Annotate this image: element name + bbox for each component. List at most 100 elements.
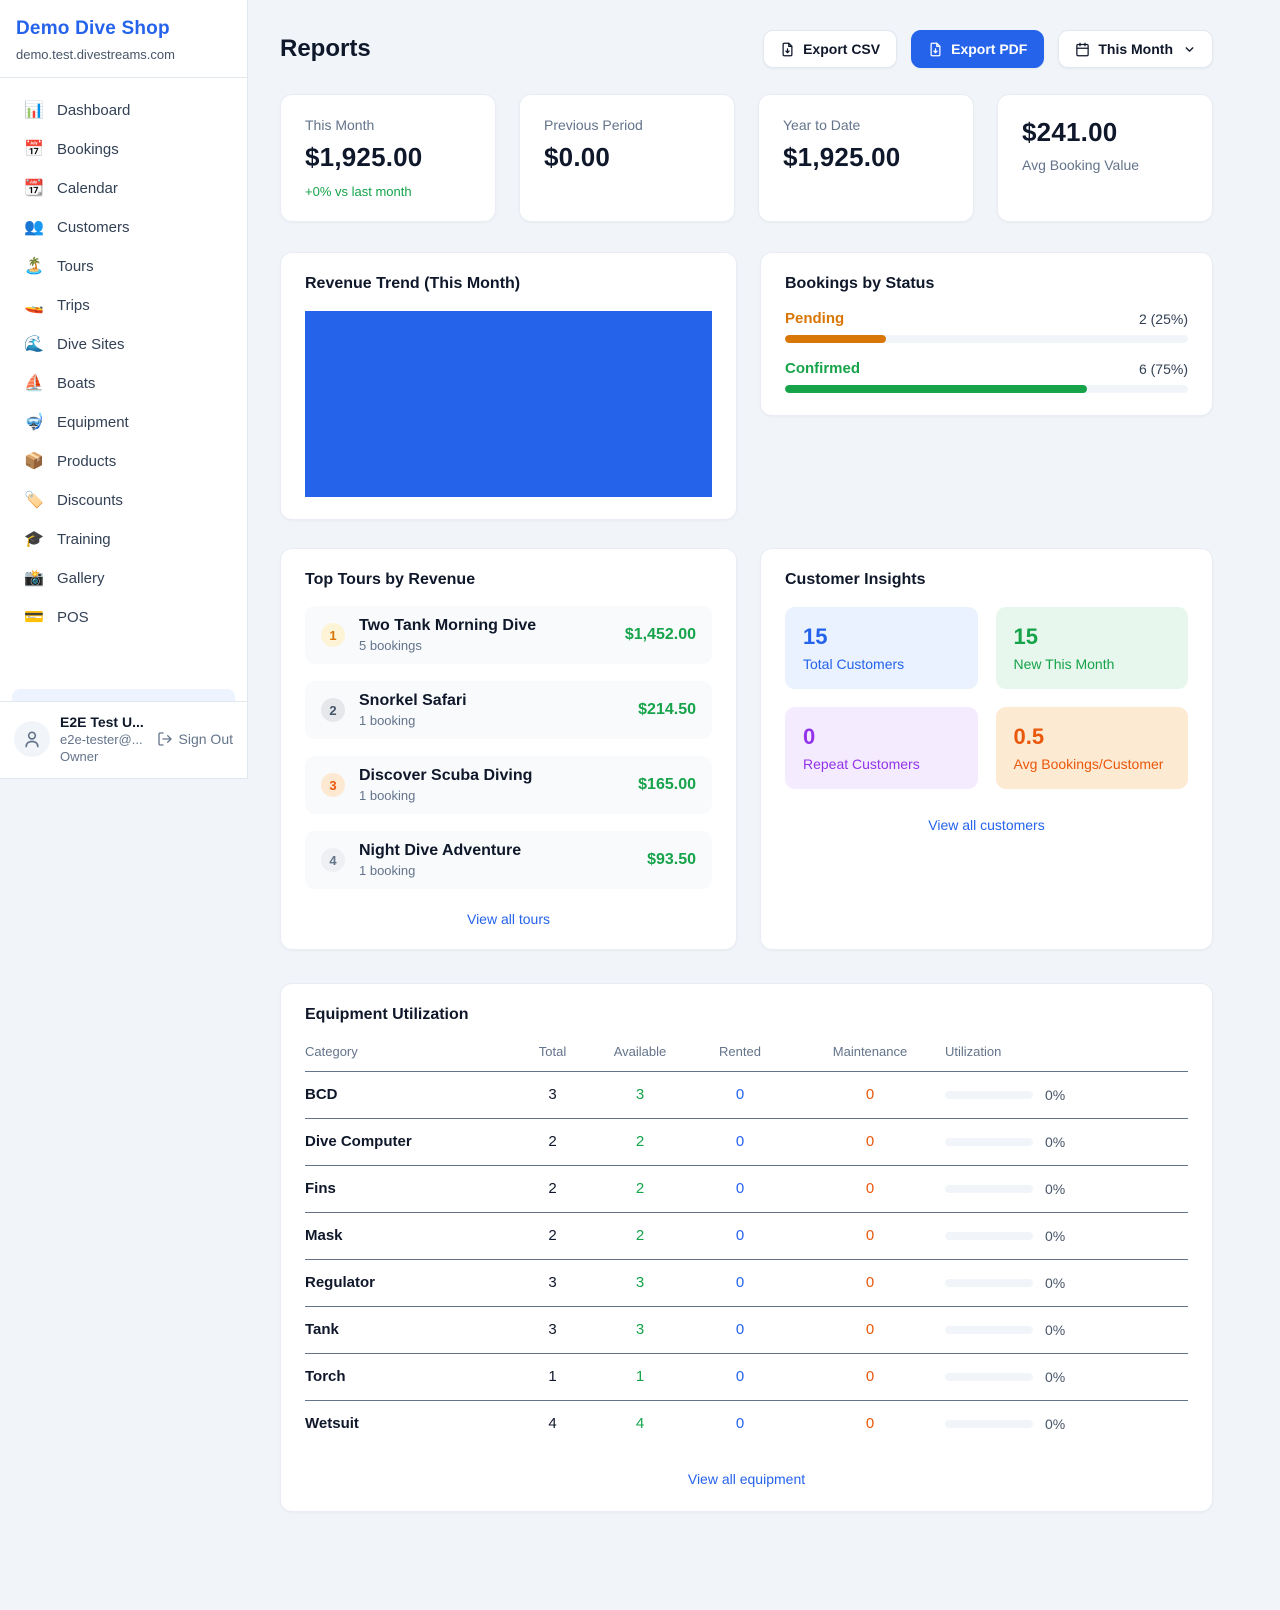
sidebar-item-pos[interactable]: 💳 POS bbox=[12, 599, 235, 636]
boats-icon: ⛵ bbox=[24, 374, 44, 392]
equipment-category: Torch bbox=[305, 1368, 346, 1385]
stat-delta: +0% vs last month bbox=[305, 184, 412, 199]
sidebar-item-products[interactable]: 📦 Products bbox=[12, 443, 235, 480]
equipment-maintenance: 0 bbox=[865, 1086, 875, 1103]
utilization-label: 0% bbox=[1045, 1368, 1066, 1385]
calendar-icon: 📆 bbox=[24, 179, 44, 197]
revenue-trend-bar bbox=[305, 311, 712, 497]
col-header-rented: Rented bbox=[719, 1044, 761, 1059]
equipment-rented: 0 bbox=[735, 1180, 745, 1197]
utilization-cell: 0% bbox=[945, 1275, 1188, 1291]
export-csv-button[interactable]: Export CSV bbox=[763, 30, 898, 68]
stat-value: $241.00 bbox=[1022, 117, 1118, 147]
col-header-total: Total bbox=[538, 1044, 567, 1059]
equipment-available: 2 bbox=[635, 1133, 645, 1150]
tour-name: Night Dive Adventure bbox=[359, 842, 522, 859]
tour-bookings: 1 booking bbox=[359, 863, 416, 878]
stat-label: Avg Booking Value bbox=[1022, 157, 1140, 173]
sidebar-item-dive-sites[interactable]: 🌊 Dive Sites bbox=[12, 326, 235, 363]
sidebar-item-calendar[interactable]: 📆 Calendar bbox=[12, 170, 235, 207]
user-name: E2E Test U... bbox=[60, 714, 144, 730]
tour-bookings: 1 booking bbox=[359, 713, 416, 728]
equipment-maintenance: 0 bbox=[865, 1274, 875, 1291]
user-icon bbox=[25, 731, 39, 748]
equipment-icon: 🤿 bbox=[24, 413, 44, 431]
lists-row: Top Tours by Revenue 1 Two Tank Morning … bbox=[280, 548, 1213, 950]
equipment-total: 2 bbox=[548, 1180, 557, 1197]
sidebar-item-trips[interactable]: 🚤 Trips bbox=[12, 287, 235, 324]
view-all-equipment-link[interactable]: View all equipment bbox=[687, 1471, 806, 1487]
equipment-rented: 0 bbox=[735, 1227, 745, 1244]
sidebar-item-label: Dive Sites bbox=[57, 336, 125, 353]
equipment-rented: 0 bbox=[735, 1415, 745, 1432]
revenue-trend-title: Revenue Trend (This Month) bbox=[305, 275, 521, 292]
insight-tile-avg-bookings: 0.5 Avg Bookings/Customer bbox=[995, 707, 1188, 789]
sidebar-item-equipment[interactable]: 🤿 Equipment bbox=[12, 404, 235, 441]
sidebar-item-bookings[interactable]: 📅 Bookings bbox=[12, 131, 235, 168]
insight-label: New This Month bbox=[1013, 656, 1115, 672]
insight-label: Total Customers bbox=[803, 656, 905, 672]
equipment-available: 3 bbox=[635, 1086, 645, 1103]
period-dropdown[interactable]: This Month bbox=[1058, 30, 1213, 68]
sidebar-item-label: Training bbox=[57, 531, 111, 548]
sidebar-item-tours[interactable]: 🏝️ Tours bbox=[12, 248, 235, 285]
bookings-by-status-title: Bookings by Status bbox=[785, 275, 935, 292]
sidebar-item-label: Gallery bbox=[57, 570, 105, 587]
col-header-category: Category bbox=[305, 1044, 358, 1059]
sidebar-item-label: Dashboard bbox=[57, 102, 131, 119]
sidebar-item-training[interactable]: 🎓 Training bbox=[12, 521, 235, 558]
sign-out-button[interactable]: Sign Out bbox=[157, 731, 233, 747]
equipment-available: 1 bbox=[635, 1368, 645, 1385]
dive-sites-icon: 🌊 bbox=[24, 335, 44, 353]
utilization-bar bbox=[945, 1090, 1033, 1099]
sidebar-item-dashboard[interactable]: 📊 Dashboard bbox=[12, 92, 235, 129]
stat-card-year-to-date: Year to Date $1,925.00 bbox=[758, 94, 974, 222]
user-info: E2E Test U... e2e-tester@... Owner bbox=[60, 714, 144, 764]
stat-label: This Month bbox=[305, 117, 375, 133]
equipment-rented: 0 bbox=[735, 1321, 745, 1338]
equipment-total: 2 bbox=[548, 1227, 557, 1244]
top-tours-card: Top Tours by Revenue 1 Two Tank Morning … bbox=[280, 548, 737, 950]
training-icon: 🎓 bbox=[24, 530, 44, 548]
equipment-available: 3 bbox=[635, 1321, 645, 1338]
main-content: Reports Export CSV Export PDF This Month… bbox=[280, 0, 1213, 1512]
charts-row: Revenue Trend (This Month) Bookings by S… bbox=[280, 252, 1213, 520]
col-header-utilization: Utilization bbox=[945, 1044, 1002, 1059]
equipment-rented: 0 bbox=[735, 1368, 745, 1385]
equipment-total: 2 bbox=[548, 1133, 557, 1150]
export-pdf-button[interactable]: Export PDF bbox=[911, 30, 1045, 68]
equipment-available: 2 bbox=[635, 1227, 645, 1244]
equipment-maintenance: 0 bbox=[865, 1227, 875, 1244]
equipment-maintenance: 0 bbox=[865, 1415, 875, 1432]
sidebar-item-discounts[interactable]: 🏷️ Discounts bbox=[12, 482, 235, 519]
utilization-label: 0% bbox=[1045, 1227, 1066, 1244]
tour-row: 1 Two Tank Morning Dive 5 bookings $1,45… bbox=[305, 606, 712, 664]
sidebar-item-boats[interactable]: ⛵ Boats bbox=[12, 365, 235, 402]
tour-bookings: 5 bookings bbox=[359, 638, 422, 653]
customer-insights-title: Customer Insights bbox=[785, 571, 926, 588]
equipment-total: 4 bbox=[548, 1415, 557, 1432]
sidebar-item-customers[interactable]: 👥 Customers bbox=[12, 209, 235, 246]
sign-out-icon bbox=[157, 732, 172, 746]
utilization-bar bbox=[945, 1372, 1033, 1381]
discounts-icon: 🏷️ bbox=[24, 491, 44, 509]
tour-name: Two Tank Morning Dive bbox=[359, 617, 537, 634]
equipment-available: 3 bbox=[635, 1274, 645, 1291]
rank-badge: 1 bbox=[321, 623, 345, 647]
table-row: Mask 2 2 0 0 0% bbox=[305, 1213, 1188, 1260]
file-download-icon bbox=[782, 42, 793, 56]
utilization-label: 0% bbox=[1045, 1274, 1066, 1291]
view-all-tours-link[interactable]: View all tours bbox=[466, 911, 550, 927]
view-all-customers-link[interactable]: View all customers bbox=[928, 817, 1045, 833]
utilization-label: 0% bbox=[1045, 1321, 1066, 1338]
sidebar-user-footer: E2E Test U... e2e-tester@... Owner Sign … bbox=[0, 701, 247, 778]
sidebar-item-gallery[interactable]: 📸 Gallery bbox=[12, 560, 235, 597]
equipment-available: 4 bbox=[635, 1415, 645, 1432]
utilization-label: 0% bbox=[1045, 1086, 1066, 1103]
calendar-icon bbox=[1076, 42, 1090, 56]
bookings-by-status-card: Bookings by Status Pending 2 (25%) Confi… bbox=[760, 252, 1213, 416]
utilization-cell: 0% bbox=[945, 1228, 1188, 1244]
utilization-bar bbox=[945, 1419, 1033, 1428]
sidebar-item-reports-active-partial[interactable] bbox=[12, 689, 235, 701]
equipment-rented: 0 bbox=[735, 1086, 745, 1103]
